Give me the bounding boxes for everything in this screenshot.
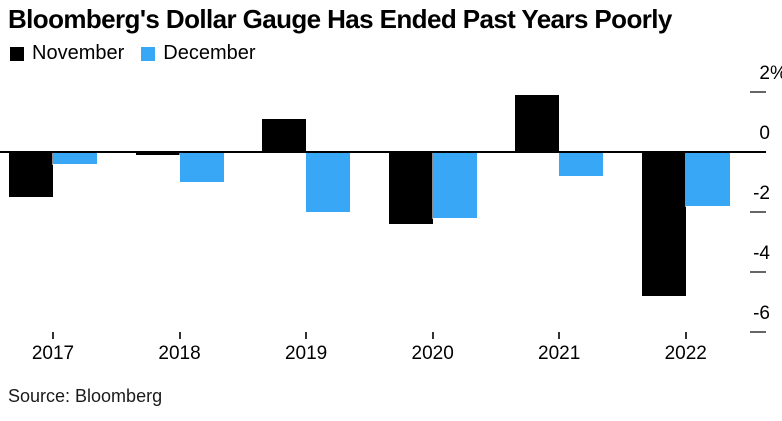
bar-november-2019 — [262, 119, 307, 152]
x-tick-label-2022: 2022 — [664, 343, 707, 364]
y-tick-label--4: -4 — [753, 244, 770, 263]
y-tick--4 — [750, 271, 766, 273]
bar-november-2020 — [388, 152, 433, 224]
y-axis-unit: % — [770, 64, 782, 83]
x-tick-2018 — [178, 332, 181, 339]
november-swatch-icon — [10, 46, 24, 61]
x-tick-label-2020: 2020 — [411, 343, 454, 364]
y-tick--2 — [750, 211, 766, 213]
y-tick-value: -6 — [753, 303, 770, 324]
y-tick--6 — [750, 331, 766, 333]
x-tick-2017 — [52, 332, 54, 339]
bar-december-2022 — [685, 152, 730, 206]
y-tick-label--6: -6 — [753, 304, 770, 323]
x-tick-2020 — [431, 332, 434, 339]
source-note: Source: Bloomberg — [8, 386, 163, 406]
legend-label-november: November — [32, 42, 125, 64]
y-tick-value: 0 — [759, 123, 770, 144]
legend-label-december: December — [163, 42, 256, 64]
x-tick-label-2018: 2018 — [158, 343, 201, 364]
bar-december-2018 — [179, 152, 224, 182]
y-tick-label-2: 2% — [759, 63, 782, 84]
legend-item-december: December — [141, 42, 256, 65]
chart-title: Bloomberg's Dollar Gauge Has Ended Past … — [8, 4, 672, 34]
x-tick-2022 — [684, 332, 687, 339]
bar-november-2022 — [641, 152, 686, 296]
y-tick-label-0: 0 — [759, 124, 770, 143]
december-swatch-icon — [141, 46, 156, 61]
x-tick-label-2021: 2021 — [538, 343, 581, 364]
bar-december-2019 — [306, 152, 351, 212]
x-tick-2019 — [305, 332, 308, 339]
bar-december-2021 — [559, 152, 604, 176]
y-tick-value: -4 — [753, 243, 770, 264]
x-tick-2021 — [558, 332, 561, 339]
x-tick-label-2019: 2019 — [284, 343, 328, 364]
bar-november-2018 — [135, 152, 180, 155]
bar-december-2017 — [53, 152, 97, 164]
bar-november-2021 — [515, 95, 560, 152]
y-tick-value: 2 — [759, 63, 770, 84]
bar-november-2017 — [9, 152, 53, 197]
y-tick-2 — [750, 91, 766, 93]
legend-item-november: November — [10, 42, 124, 65]
legend: November December — [10, 42, 256, 65]
x-axis-zero-line — [0, 151, 766, 153]
y-tick-label--2: -2 — [753, 184, 770, 203]
x-tick-label-2017: 2017 — [31, 343, 75, 364]
bar-december-2020 — [432, 152, 477, 218]
y-tick-value: -2 — [753, 183, 770, 204]
